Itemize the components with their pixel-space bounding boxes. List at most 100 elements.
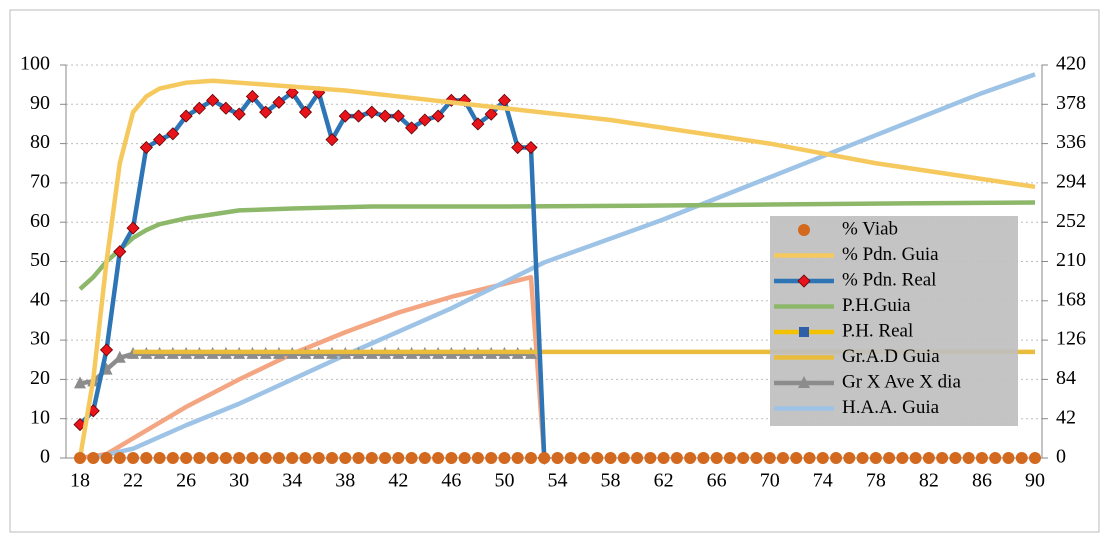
marker — [431, 109, 445, 123]
y2-tick-label: 336 — [1056, 131, 1086, 153]
marker — [180, 452, 193, 464]
marker — [298, 105, 313, 119]
marker — [1015, 452, 1028, 464]
marker — [87, 452, 100, 464]
legend-label: P.H. Real — [842, 320, 913, 341]
y-tick-label: 90 — [30, 92, 50, 114]
marker — [378, 109, 392, 123]
legend-label: % Pdn. Real — [842, 269, 936, 290]
marker — [365, 105, 379, 119]
marker — [245, 89, 259, 104]
marker — [246, 452, 259, 464]
marker — [139, 140, 153, 155]
marker — [126, 221, 140, 235]
marker — [179, 109, 193, 123]
marker — [989, 452, 1002, 464]
marker — [790, 452, 803, 464]
x-tick-label: 86 — [972, 470, 992, 492]
marker — [975, 452, 988, 464]
marker — [100, 452, 113, 464]
marker — [127, 452, 140, 464]
marker — [326, 452, 339, 464]
marker — [285, 85, 299, 100]
marker — [750, 452, 763, 464]
y-tick-label: 50 — [30, 249, 50, 271]
marker — [325, 133, 339, 147]
marker — [153, 452, 166, 464]
marker — [392, 452, 405, 464]
marker — [418, 113, 432, 127]
marker — [193, 452, 206, 464]
marker — [153, 133, 167, 147]
marker — [379, 452, 392, 464]
legend-label: P.H.Guia — [842, 295, 911, 316]
marker — [113, 452, 126, 464]
legend-label: Gr.A.D Guia — [842, 346, 940, 367]
marker — [471, 452, 484, 464]
marker — [219, 452, 232, 464]
marker — [843, 452, 856, 464]
marker — [799, 327, 809, 337]
x-tick-label: 62 — [654, 470, 674, 492]
marker — [856, 452, 869, 464]
marker — [259, 452, 272, 464]
y-tick-label: 40 — [30, 288, 50, 310]
marker — [405, 452, 418, 464]
y2-tick-label: 252 — [1056, 210, 1086, 232]
y-tick-label: 0 — [40, 446, 50, 468]
x-tick-label: 70 — [760, 470, 780, 492]
marker — [670, 452, 683, 464]
series-line — [92, 72, 1036, 461]
marker — [737, 452, 750, 464]
marker — [962, 452, 975, 464]
y2-tick-label: 294 — [1056, 170, 1086, 192]
marker — [657, 452, 670, 464]
x-tick-label: 50 — [494, 470, 514, 492]
marker — [99, 343, 114, 357]
marker — [798, 376, 810, 388]
marker — [365, 452, 378, 464]
x-tick-label: 82 — [919, 470, 939, 492]
marker — [166, 452, 179, 464]
marker — [511, 140, 525, 155]
marker — [338, 109, 352, 123]
marker — [471, 117, 485, 131]
y2-tick-label: 168 — [1056, 288, 1086, 310]
marker — [339, 452, 352, 464]
marker — [432, 452, 445, 464]
x-tick-label: 46 — [441, 470, 461, 492]
marker — [684, 452, 697, 464]
marker — [697, 452, 710, 464]
x-tick-label: 22 — [123, 470, 143, 492]
marker — [896, 452, 909, 464]
x-tick-label: 54 — [548, 470, 568, 492]
marker — [511, 452, 524, 464]
marker — [113, 245, 127, 259]
marker — [949, 452, 962, 464]
y2-tick-label: 42 — [1056, 406, 1076, 428]
marker — [551, 452, 564, 464]
marker — [909, 452, 922, 464]
marker — [498, 452, 511, 464]
marker — [564, 452, 577, 464]
marker — [797, 274, 811, 288]
x-tick-label: 74 — [813, 470, 833, 492]
marker — [74, 376, 86, 389]
marker — [391, 109, 405, 123]
marker — [299, 452, 312, 464]
marker — [524, 452, 537, 464]
marker — [1002, 452, 1015, 464]
x-tick-label: 38 — [335, 470, 355, 492]
x-tick-label: 90 — [1025, 470, 1045, 492]
marker — [219, 101, 233, 115]
marker — [617, 452, 630, 464]
marker — [830, 452, 843, 464]
y-tick-label: 60 — [30, 210, 50, 232]
marker — [803, 452, 816, 464]
marker — [233, 452, 246, 464]
marker — [798, 224, 810, 236]
marker — [723, 452, 736, 464]
marker — [710, 452, 723, 464]
legend-label: % Viab — [842, 218, 898, 239]
